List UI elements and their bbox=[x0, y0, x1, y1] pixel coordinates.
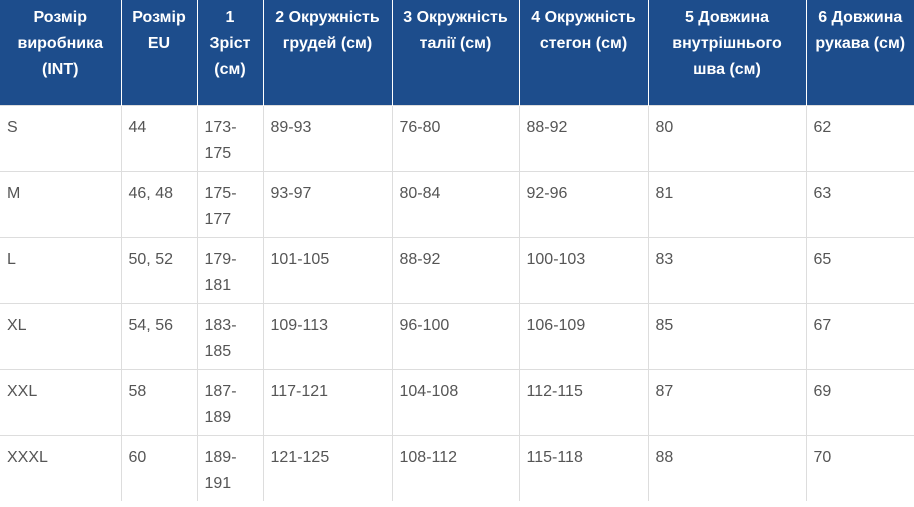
table-cell: 65 bbox=[805, 236, 914, 303]
table-cell: 46, 48 bbox=[120, 170, 197, 237]
table-cell: 112-115 bbox=[518, 368, 648, 435]
header-cell: 3 Окружність талії (см) bbox=[391, 0, 519, 105]
header-cell: 4 Окружність стегон (см) bbox=[518, 0, 648, 105]
table-cell: L bbox=[0, 236, 121, 303]
table-cell: 106-109 bbox=[518, 302, 648, 369]
table-cell: 83 bbox=[647, 236, 806, 303]
table-cell: 58 bbox=[120, 368, 197, 435]
table-cell: 88-92 bbox=[518, 104, 648, 171]
table-cell: 44 bbox=[120, 104, 197, 171]
table-row: XXXL 60 189-191 121-125 108-112 115-118 88 70 bbox=[0, 434, 914, 501]
table-cell: 70 bbox=[805, 434, 914, 501]
table-row: XXL 58 187-189 117-121 104-108 112-115 87 69 bbox=[0, 368, 914, 435]
table-cell: M bbox=[0, 170, 121, 237]
header-cell: 2 Окружність грудей (см) bbox=[262, 0, 392, 105]
table-cell: XXXL bbox=[0, 434, 121, 501]
table-cell: 69 bbox=[805, 368, 914, 435]
table-cell: 100-103 bbox=[518, 236, 648, 303]
table-cell: 67 bbox=[805, 302, 914, 369]
table-cell: 54, 56 bbox=[120, 302, 197, 369]
table-cell: 183-185 bbox=[196, 302, 263, 369]
table-cell: 87 bbox=[647, 368, 806, 435]
table-body: S 44 173-175 89-93 76-80 88-92 80 62 M 46, 48 175-… bbox=[0, 104, 914, 501]
table-cell: XL bbox=[0, 302, 121, 369]
table-cell: 173-175 bbox=[196, 104, 263, 171]
header-cell: 1 Зріст (см) bbox=[196, 0, 263, 105]
table-cell: 179-181 bbox=[196, 236, 263, 303]
table-cell: 109-113 bbox=[262, 302, 392, 369]
table-cell: 121-125 bbox=[262, 434, 392, 501]
table-cell: 104-108 bbox=[391, 368, 519, 435]
table-cell: 80-84 bbox=[391, 170, 519, 237]
table-cell: 175-177 bbox=[196, 170, 263, 237]
header-cell: 5 Довжина внутрішнього шва (см) bbox=[647, 0, 806, 105]
table-cell: 108-112 bbox=[391, 434, 519, 501]
table-cell: 88-92 bbox=[391, 236, 519, 303]
table-cell: 96-100 bbox=[391, 302, 519, 369]
table-cell: 93-97 bbox=[262, 170, 392, 237]
header-cell: Розмір виробника (INT) bbox=[0, 0, 121, 105]
table-cell: XXL bbox=[0, 368, 121, 435]
table-cell: 101-105 bbox=[262, 236, 392, 303]
table-cell: 115-118 bbox=[518, 434, 648, 501]
table-row: M 46, 48 175-177 93-97 80-84 92-96 81 63 bbox=[0, 170, 914, 237]
table-cell: 81 bbox=[647, 170, 806, 237]
table-cell: 89-93 bbox=[262, 104, 392, 171]
header-cell: 6 Довжина рукава (см) bbox=[805, 0, 914, 105]
table-cell: 76-80 bbox=[391, 104, 519, 171]
table-row: L 50, 52 179-181 101-105 88-92 100-103 83 65 bbox=[0, 236, 914, 303]
table-cell: 187-189 bbox=[196, 368, 263, 435]
table-cell: 80 bbox=[647, 104, 806, 171]
table-cell: 85 bbox=[647, 302, 806, 369]
table-cell: 88 bbox=[647, 434, 806, 501]
table-cell: S bbox=[0, 104, 121, 171]
table-cell: 92-96 bbox=[518, 170, 648, 237]
table-row: XL 54, 56 183-185 109-113 96-100 106-109 85 67 bbox=[0, 302, 914, 369]
header-row: Розмір виробника (INT) Розмір EU 1 Зріст (… bbox=[0, 0, 914, 105]
table-cell: 117-121 bbox=[262, 368, 392, 435]
table-cell: 60 bbox=[120, 434, 197, 501]
header-cell: Розмір EU bbox=[120, 0, 197, 105]
table-row: S 44 173-175 89-93 76-80 88-92 80 62 bbox=[0, 104, 914, 171]
table-cell: 189-191 bbox=[196, 434, 263, 501]
table-cell: 62 bbox=[805, 104, 914, 171]
table-cell: 50, 52 bbox=[120, 236, 197, 303]
table-cell: 63 bbox=[805, 170, 914, 237]
